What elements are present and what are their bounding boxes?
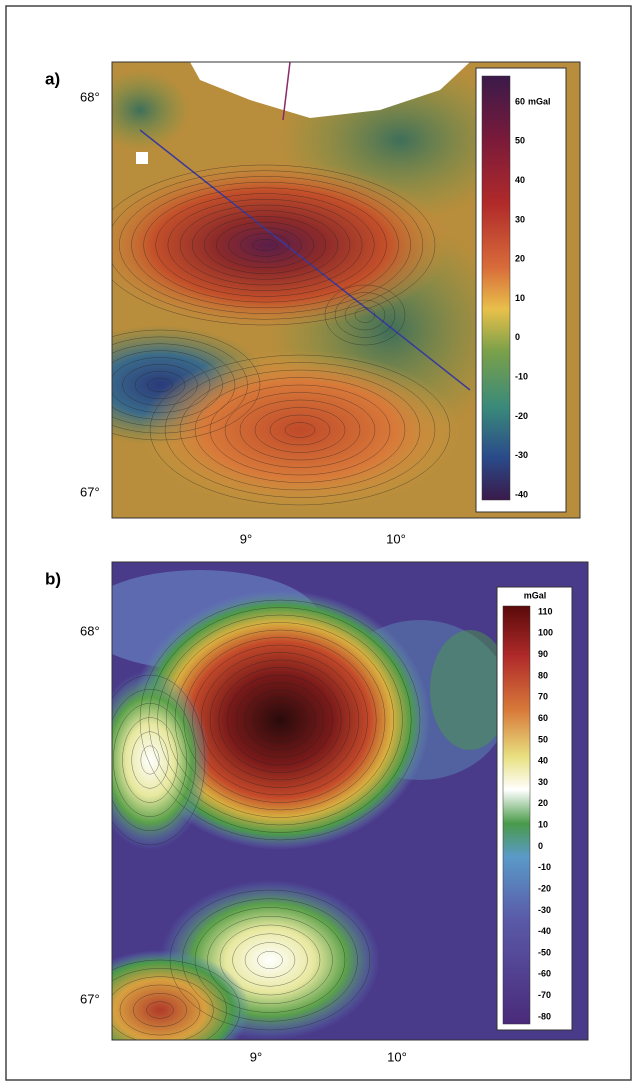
colorbar-tick-label: 0 bbox=[538, 841, 543, 851]
longitude-label: 10° bbox=[387, 1049, 407, 1064]
colorbar-tick-label: 110 bbox=[538, 606, 553, 616]
colorbar-tick-label: 0 bbox=[515, 332, 520, 342]
latitude-label: 67° bbox=[80, 991, 100, 1006]
latitude-label: 68° bbox=[80, 89, 100, 104]
colorbar-tick-label: 20 bbox=[538, 798, 548, 808]
colorbar-tick-label: 80 bbox=[538, 670, 548, 680]
colorbar-tick-label: -40 bbox=[515, 489, 528, 499]
colorbar-unit: mGal bbox=[528, 96, 551, 106]
colorbar-tick-label: 100 bbox=[538, 628, 553, 638]
panel-label: b) bbox=[45, 569, 61, 588]
panel-label: a) bbox=[45, 69, 60, 88]
colorbar-tick-label: 30 bbox=[515, 214, 525, 224]
colorbar-b bbox=[503, 606, 530, 1024]
latitude-label: 68° bbox=[80, 623, 100, 638]
colorbar-tick-label: 60 bbox=[515, 96, 525, 106]
longitude-label: 10° bbox=[386, 531, 406, 546]
colorbar-tick-label: 40 bbox=[538, 756, 548, 766]
colorbar-tick-label: -10 bbox=[538, 862, 551, 872]
longitude-label: 9° bbox=[250, 1049, 262, 1064]
colorbar-tick-label: 20 bbox=[515, 254, 525, 264]
colorbar-tick-label: -10 bbox=[515, 371, 528, 381]
colorbar-tick-label: -60 bbox=[538, 969, 551, 979]
colorbar-a bbox=[482, 76, 510, 500]
longitude-label: 9° bbox=[240, 531, 252, 546]
colorbar-tick-label: -30 bbox=[515, 450, 528, 460]
colorbar-tick-label: -20 bbox=[515, 411, 528, 421]
colorbar-tick-label: 90 bbox=[538, 649, 548, 659]
latitude-label: 67° bbox=[80, 484, 100, 499]
figure: a)68°67°9°10°mGal6050403020100-10-20-30-… bbox=[0, 0, 637, 1086]
colorbar-tick-label: 10 bbox=[515, 293, 525, 303]
colorbar-tick-label: 10 bbox=[538, 820, 548, 830]
colorbar-tick-label: -20 bbox=[538, 883, 551, 893]
colorbar-tick-label: 70 bbox=[538, 692, 548, 702]
colorbar-tick-label: -50 bbox=[538, 947, 551, 957]
colorbar-tick-label: -40 bbox=[538, 926, 551, 936]
page: a)68°67°9°10°mGal6050403020100-10-20-30-… bbox=[0, 0, 637, 1086]
colorbar-tick-label: 50 bbox=[538, 734, 548, 744]
colorbar-tick-label: -70 bbox=[538, 990, 551, 1000]
colorbar-unit: mGal bbox=[524, 590, 547, 600]
colorbar-tick-label: 30 bbox=[538, 777, 548, 787]
colorbar-tick-label: 50 bbox=[515, 136, 525, 146]
colorbar-tick-label: 40 bbox=[515, 175, 525, 185]
colorbar-tick-label: -80 bbox=[538, 1011, 551, 1021]
colorbar-tick-label: -30 bbox=[538, 905, 551, 915]
colorbar-tick-label: 60 bbox=[538, 713, 548, 723]
